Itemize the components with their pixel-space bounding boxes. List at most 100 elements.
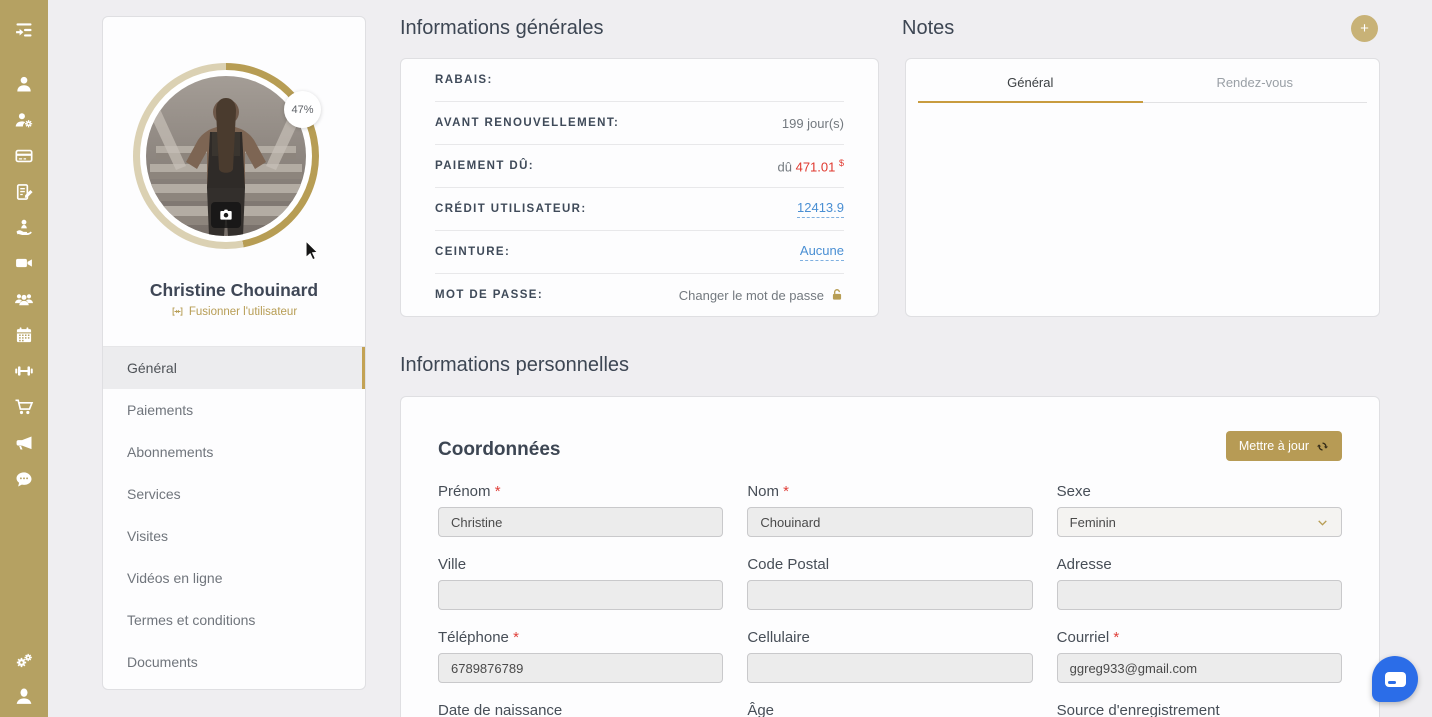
info-label: CEINTURE: (435, 246, 511, 258)
field-label: Nom * (747, 483, 1032, 500)
field-label: Adresse (1057, 556, 1342, 573)
notes-empty-content (906, 103, 1379, 303)
lock-icon (832, 289, 842, 300)
add-note-button[interactable]: + (1351, 15, 1378, 42)
shopping-cart-icon[interactable] (14, 397, 34, 417)
menu-item-label: Vidéos en ligne (127, 570, 223, 586)
required-asterisk: * (490, 483, 501, 500)
info-row-credit: CRÉDIT UTILISATEUR: 12413.9 (435, 188, 844, 231)
megaphone-icon[interactable] (14, 433, 34, 453)
required-asterisk: * (1109, 629, 1120, 646)
chat-bubble-icon[interactable] (14, 469, 34, 489)
address-input[interactable] (1056, 580, 1342, 610)
menu-item-videos[interactable]: Vidéos en ligne (103, 557, 365, 599)
chat-launcher-button[interactable] (1372, 656, 1418, 702)
plus-icon: + (1360, 20, 1369, 37)
notes-tab-rendezvous[interactable]: Rendez-vous (1216, 75, 1294, 90)
user-icon[interactable] (14, 74, 34, 94)
collapse-menu-icon[interactable] (14, 20, 34, 40)
label-text: Adresse (1056, 556, 1112, 573)
label-text: Cellulaire (747, 629, 810, 646)
chat-icon (1384, 671, 1406, 687)
required-asterisk: * (779, 483, 790, 500)
info-label: CRÉDIT UTILISATEUR: (435, 203, 587, 215)
profile-icon[interactable] (14, 686, 34, 706)
menu-item-label: Termes et conditions (127, 612, 256, 628)
coordinates-card: Coordonnées Mettre à jour Prénom * Nom *… (400, 396, 1380, 717)
due-amount: dû 471.01 $ (778, 158, 844, 174)
first-name-input[interactable] (438, 507, 724, 537)
info-label: PAIEMENT DÛ: (435, 160, 535, 172)
notes-tabs: Général Rendez-vous (918, 59, 1367, 103)
field-courriel: Courriel * (1056, 629, 1342, 683)
label-text: Source d'enregistrement (1056, 702, 1220, 717)
merge-user-link[interactable]: Fusionner l'utilisateur (103, 305, 365, 318)
merge-icon (172, 307, 183, 316)
profile-completion-badge: 47% (284, 91, 321, 128)
label-text: Ville (438, 556, 467, 573)
sex-select[interactable]: Feminin (1056, 507, 1342, 537)
phone-input[interactable] (438, 653, 724, 683)
menu-item-documents[interactable]: Documents (103, 641, 365, 683)
field-telephone: Téléphone * (438, 629, 724, 683)
label-text: Date de naissance (438, 702, 563, 717)
field-label: Ville (438, 556, 723, 573)
menu-item-paiements[interactable]: Paiements (103, 389, 365, 431)
belt-link[interactable]: Aucune (799, 243, 844, 261)
notes-card: Général Rendez-vous (905, 58, 1380, 317)
field-label: Source d'enregistrement (1057, 702, 1342, 717)
hand-holding-user-icon[interactable] (14, 217, 34, 237)
clipboard-edit-icon[interactable] (14, 182, 34, 202)
field-label: Cellulaire (747, 629, 1032, 646)
email-input[interactable] (1056, 653, 1342, 683)
video-camera-icon[interactable] (14, 253, 34, 273)
cell-phone-input[interactable] (747, 653, 1033, 683)
sidebar (0, 0, 48, 717)
general-info-title: Informations générales (400, 17, 604, 39)
menu-item-termes[interactable]: Termes et conditions (103, 599, 365, 641)
info-label: AVANT RENOUVELLEMENT: (435, 117, 620, 129)
field-label: Sexe (1057, 483, 1342, 500)
menu-item-visites[interactable]: Visites (103, 515, 365, 557)
due-prefix: dû (777, 159, 796, 175)
city-input[interactable] (438, 580, 724, 610)
dumbbell-icon[interactable] (14, 361, 34, 381)
due-value: 471.01 (795, 159, 836, 175)
field-label: Date de naissance (438, 702, 723, 717)
refresh-icon (1316, 441, 1329, 451)
field-sexe: Sexe Feminin (1056, 483, 1342, 537)
info-row-paiement-du: PAIEMENT DÛ: dû 471.01 $ (435, 145, 844, 188)
menu-item-abonnements[interactable]: Abonnements (103, 431, 365, 473)
camera-icon (220, 209, 232, 220)
field-source: Source d'enregistrement (1057, 702, 1342, 717)
label-text: Prénom (438, 483, 491, 500)
menu-item-label: Général (127, 360, 177, 376)
last-name-input[interactable] (747, 507, 1033, 537)
profile-card: 47% Christine Chouinard Fusionner l'util… (102, 16, 366, 690)
info-value: 199 jour(s) (781, 115, 844, 131)
change-password-link[interactable]: Changer le mot de passe (679, 288, 844, 303)
user-settings-icon[interactable] (14, 110, 34, 130)
update-button[interactable]: Mettre à jour (1225, 431, 1342, 461)
menu-item-services[interactable]: Services (103, 473, 365, 515)
calendar-icon[interactable] (14, 325, 34, 345)
notes-tab-general[interactable]: Général (918, 59, 1143, 103)
label-text: Sexe (1056, 483, 1091, 500)
menu-item-label: Documents (127, 654, 198, 670)
profile-completion-value: 47% (291, 103, 314, 116)
label-text: Téléphone (438, 629, 509, 646)
menu-item-general[interactable]: Général (103, 347, 365, 389)
field-label: Prénom * (438, 483, 723, 500)
field-ville: Ville (438, 556, 724, 610)
label-text: Âge (747, 702, 775, 717)
profile-menu: Général Paiements Abonnements Services V… (103, 346, 365, 683)
postal-code-input[interactable] (747, 580, 1033, 610)
change-photo-button[interactable] (211, 202, 241, 228)
field-code-postal: Code Postal (747, 556, 1033, 610)
gears-icon[interactable] (14, 650, 34, 670)
menu-item-label: Visites (127, 528, 168, 544)
coordinates-title: Coordonnées (438, 439, 561, 460)
user-credit-link[interactable]: 12413.9 (797, 200, 844, 218)
users-group-icon[interactable] (14, 289, 34, 309)
credit-card-icon[interactable] (14, 146, 34, 166)
